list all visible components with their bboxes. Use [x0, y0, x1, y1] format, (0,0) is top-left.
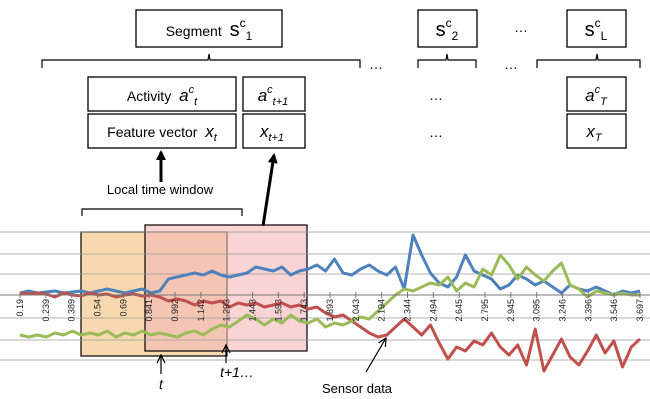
segment-last-base: s [585, 19, 595, 41]
svg-text:xt+1: xt+1 [259, 122, 284, 144]
x-tick-label: 1.142 [196, 299, 206, 322]
segment-2-base: s [436, 19, 446, 41]
segment-2-sub: 2 [452, 29, 459, 43]
activity-next-sub: t+1 [273, 96, 289, 108]
x-tick-label: 1.293 [222, 299, 232, 322]
segment-1-sup: c [240, 16, 246, 30]
feature-last-base: x [585, 122, 595, 141]
svg-text:acT: acT [585, 84, 608, 108]
segment-2-brace [417, 53, 477, 68]
activity-next-sup: c [267, 84, 273, 96]
x-tick-label: 3.246 [558, 299, 568, 322]
x-tick-label: 1.593 [273, 299, 283, 322]
segment-word: Segment [166, 23, 222, 39]
activity-last-box: acT [566, 76, 627, 112]
local-time-window-label: Local time window [107, 182, 214, 197]
feature-word: Feature vector [107, 124, 198, 140]
segment-box-1: Segment sc1 [135, 9, 283, 48]
t-label: t [159, 376, 164, 392]
activity-word: Activity [127, 88, 171, 104]
x-tick-label: 1.443 [248, 299, 258, 322]
feature-base: x [204, 122, 214, 141]
feature-sub: t [214, 132, 218, 144]
x-tick-label: 2.645 [454, 299, 464, 322]
svg-text:Segment sc1: Segment sc1 [166, 16, 253, 43]
segment-last-brace [536, 53, 641, 68]
segment-box-last: scL [566, 9, 627, 48]
x-tick-label: 0.239 [41, 299, 51, 322]
x-tick-label: 2.194 [377, 299, 387, 322]
svg-text:Activity act: Activity act [127, 84, 198, 108]
activity-next-base: a [258, 86, 267, 105]
x-tick-label: 0.54 [93, 299, 103, 317]
segment-box-2: sc2 [417, 9, 478, 48]
feature-last-sub: T [595, 132, 603, 144]
sensor-data-label: Sensor data [322, 381, 393, 396]
x-tick-label: 0.841 [144, 299, 154, 322]
feature-next-sub: t+1 [268, 132, 284, 144]
segment-1-base: s [230, 19, 240, 41]
svg-text:xT: xT [585, 122, 603, 144]
brace-ellipsis-1: … [369, 56, 383, 72]
brace-ellipsis-2: … [504, 56, 518, 72]
svg-text:Feature vector xt: Feature vector xt [107, 122, 218, 144]
sensor-chart: 0.19 0.239 0.389 0.54 0.69 0.841 0.992 1.142 1.2… [0, 224, 650, 373]
segment-last-sub: L [601, 29, 608, 43]
feature-next-base: x [259, 122, 269, 141]
x-tick-label: 2.344 [403, 299, 413, 322]
segment-ellipsis: … [514, 19, 528, 35]
feature-last-box: xT [566, 113, 627, 149]
x-tick-label: 1.893 [325, 299, 335, 322]
activity-sup: c [189, 84, 195, 96]
time-window-t-plus-1 [144, 224, 308, 352]
next-window-to-feature-arrow [261, 153, 278, 227]
t-plus-1-label: t+1… [220, 364, 254, 380]
activity-last-sup: c [595, 84, 601, 96]
x-tick-label: 0.992 [170, 299, 180, 322]
svg-text:sc2: sc2 [436, 16, 459, 43]
x-tick-label: 1.743 [299, 299, 309, 322]
x-tick-label: 2.945 [506, 299, 516, 322]
activity-ellipsis: … [429, 87, 443, 103]
x-tick-label: 3.697 [635, 299, 645, 322]
activity-box: Activity act [87, 76, 237, 112]
feature-box: Feature vector xt [87, 113, 237, 149]
series-green-line [19, 253, 640, 339]
segment-last-sup: c [595, 16, 601, 30]
segment-1-brace [41, 53, 361, 68]
segment-1-sub: 1 [246, 29, 253, 43]
x-tick-label: 0.19 [15, 299, 25, 317]
x-tick-label: 0.69 [118, 299, 128, 317]
svg-text:act+1: act+1 [258, 84, 289, 108]
sensor-data-arrow [365, 338, 386, 373]
x-tick-label: 2.795 [480, 299, 490, 322]
activity-last-base: a [585, 86, 594, 105]
feature-next-box: xt+1 [242, 113, 306, 149]
x-tick-label: 3.095 [532, 299, 542, 322]
activity-sub: t [194, 96, 198, 108]
x-tick-label: 3.546 [609, 299, 619, 322]
x-tick-label: 2.494 [428, 299, 438, 322]
x-tick-label: 2.043 [351, 299, 361, 322]
feature-ellipsis: … [429, 124, 443, 140]
activity-last-sub: T [600, 96, 608, 108]
local-time-window-bracket [81, 208, 243, 216]
activity-next-box: act+1 [242, 76, 306, 112]
segment-2-sup: c [446, 16, 452, 30]
x-tick-label: 3.396 [583, 299, 593, 322]
activity-base: a [179, 86, 188, 105]
x-tick-layer: 0.19 0.239 0.389 0.54 0.69 0.841 0.992 1.142 1.2… [15, 292, 645, 322]
x-tick-label: 0.389 [67, 299, 77, 322]
svg-text:scL: scL [585, 16, 608, 43]
